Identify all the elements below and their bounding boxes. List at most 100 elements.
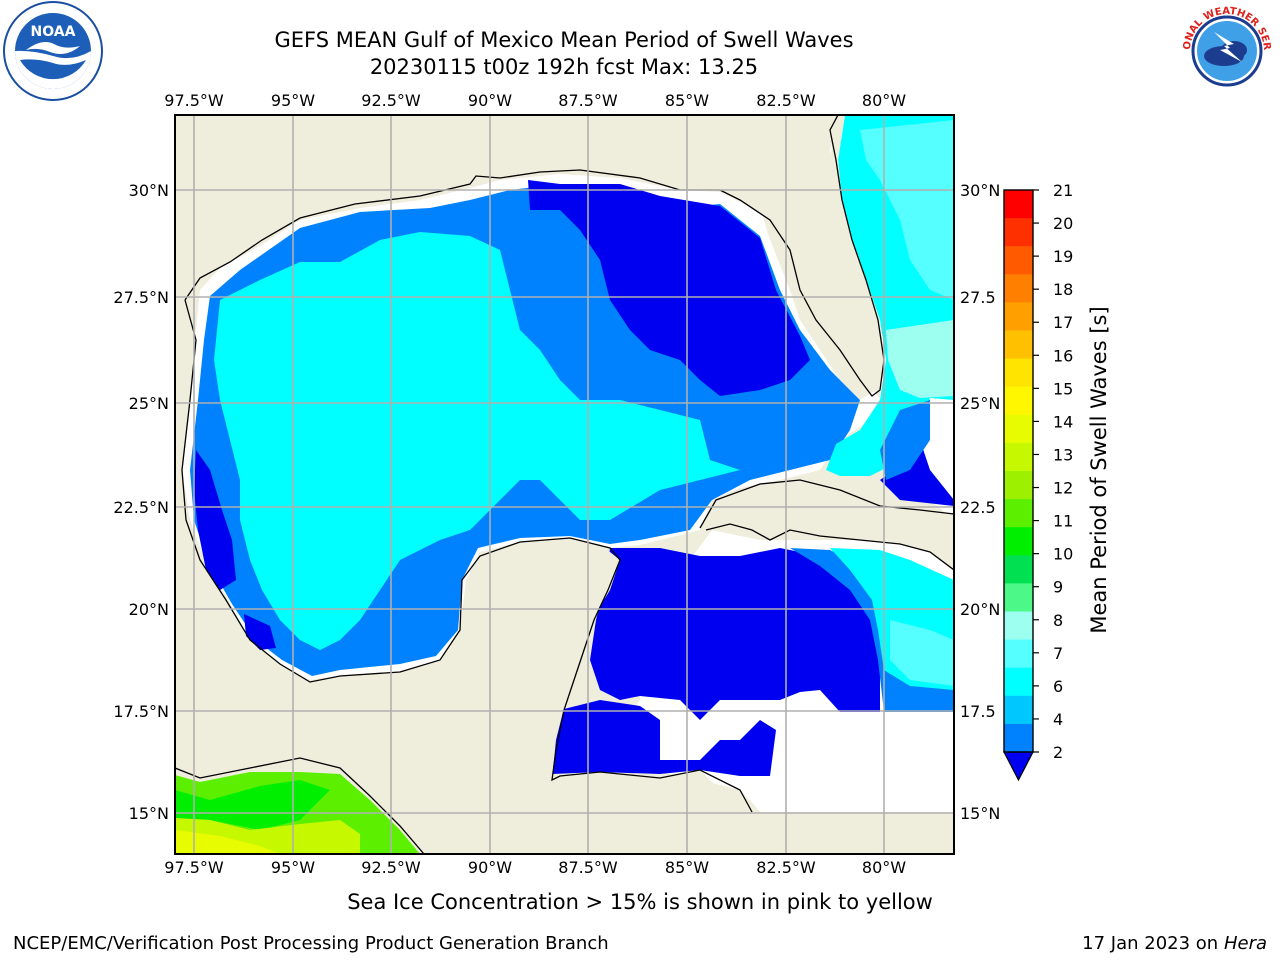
colorbar-tick-label: 8 (1053, 611, 1063, 630)
colorbar-tick-label: 11 (1053, 512, 1073, 531)
colorbar-bin (1004, 302, 1033, 331)
colorbar-bin (1004, 358, 1033, 388)
lon-tick-label-bottom: 97.5°W (164, 858, 224, 877)
colorbar-bin (1004, 442, 1033, 472)
colorbar: 21 20 19 18 17 16 15 14 13 12 11 10 9 8 7 6 4 2 (1003, 181, 1073, 782)
map-frame (174, 114, 955, 855)
swell-period-4-6 (214, 232, 740, 650)
colorbar-tick-label: 12 (1053, 479, 1073, 498)
colorbar-bin (1004, 190, 1033, 219)
lon-tick-label-bottom: 92.5°W (361, 858, 421, 877)
noaa-logo: NOAA (3, 1, 103, 101)
colorbar-tick-label: 19 (1053, 247, 1073, 266)
colorbar-tick-label: 13 (1053, 445, 1073, 464)
swell-period-11-pacific (175, 780, 330, 830)
colorbar-tick-label: 10 (1053, 545, 1073, 564)
lon-tick-label-top: 97.5°W (164, 91, 224, 110)
generation-date-text: 17 Jan 2023 on (1082, 933, 1219, 954)
lon-tick-label-bottom: 87.5°W (558, 858, 618, 877)
colorbar-bin (1004, 611, 1033, 641)
colorbar-tick-label: 17 (1053, 313, 1073, 332)
lat-tick-label-left: 30°N (129, 181, 169, 200)
swell-period-8-9-atlantic (886, 320, 954, 398)
swell-period-under-2-atlantic (880, 440, 954, 506)
colorbar-bin (1004, 583, 1033, 612)
lon-tick-label-top: 90°W (468, 91, 512, 110)
lon-tick-label-bottom: 80°W (862, 858, 906, 877)
colorbar-tick-label: 4 (1053, 710, 1063, 729)
colorbar-bin (1004, 218, 1033, 247)
colorbar-bin (1004, 723, 1033, 753)
lat-tick-label-right: 17.5 (960, 702, 996, 721)
lat-tick-label-left: 22.5°N (113, 498, 169, 517)
colorbar-bin (1004, 527, 1033, 556)
lon-tick-label-bottom: 95°W (271, 858, 315, 877)
machine-name: Hera (1223, 933, 1267, 954)
swell-period-6-8-caribbean (890, 620, 954, 686)
swell-period-under-2-west-gulf (194, 450, 236, 590)
colorbar-tick-label: 16 (1053, 346, 1073, 365)
lat-tick-label-right: 25°N (960, 394, 1000, 413)
colorbar-bin (1004, 246, 1033, 275)
sea-ice-footnote-text: Sea Ice Concentration > 15% is shown in … (347, 890, 933, 914)
swell-period-under-2-caribbean (590, 548, 880, 720)
lat-tick-label-right: 27.5 (960, 288, 996, 307)
colorbar-bin (1004, 471, 1033, 500)
colorbar-bin (1004, 555, 1033, 584)
lon-tick-label-bottom: 90°W (468, 858, 512, 877)
colorbar-tick-label: 9 (1053, 578, 1063, 597)
svg-text:NOAA: NOAA (31, 24, 76, 40)
lat-tick-label-right: 30°N (960, 181, 1000, 200)
colorbar-bin (1004, 639, 1033, 669)
colorbar-tick-label: 7 (1053, 644, 1063, 663)
swell-period-13-14-pacific (175, 830, 280, 854)
florida-peninsula (760, 115, 884, 400)
chart-subtitle: 20230115 t00z 192h fcst Max: 13.25 (369, 55, 759, 79)
yucatan-peninsula (440, 542, 620, 800)
honduras-coast-land (560, 770, 760, 854)
map-area (175, 115, 954, 854)
colorbar-under-extension (1003, 751, 1034, 782)
colorbar-bin (1004, 274, 1033, 303)
nws-logo: NATIONAL WEATHER SERVICE (1176, 0, 1276, 100)
colorbar-bin (1004, 695, 1033, 725)
lon-tick-label-top: 85°W (665, 91, 709, 110)
colorbar-tick-label: 6 (1053, 677, 1063, 696)
colorbar-bin (1004, 414, 1033, 444)
lon-tick-label-top: 87.5°W (558, 91, 618, 110)
lat-tick-label-left: 20°N (129, 600, 169, 619)
lon-tick-label-top: 92.5°W (361, 91, 421, 110)
swell-period-under-2-east-gulf (528, 180, 810, 396)
colorbar-tick-label: 15 (1053, 379, 1073, 398)
lat-tick-label-left: 17.5°N (113, 702, 169, 721)
colorbar-tick-label: 14 (1053, 412, 1073, 431)
generation-date: 17 Jan 2023 on Hera (1082, 933, 1267, 954)
chart-title: GEFS MEAN Gulf of Mexico Mean Period of … (274, 28, 854, 52)
coastlines (175, 115, 954, 854)
lon-tick-label-top: 95°W (271, 91, 315, 110)
lon-tick-label-bottom: 82.5°W (756, 858, 816, 877)
swell-period-2-4-atlantic (880, 400, 930, 480)
producer-credit: NCEP/EMC/Verification Post Processing Pr… (13, 933, 609, 954)
lat-tick-label-left: 27.5°N (113, 288, 169, 307)
colorbar-tick-label: 2 (1053, 743, 1063, 762)
graticule (175, 115, 954, 854)
sea-ice-footnote: Sea Ice Concentration > 15% is shown in … (0, 890, 1280, 914)
lat-tick-label-right: 22.5 (960, 498, 996, 517)
colorbar-tick-label: 21 (1053, 181, 1073, 200)
colorbar-tick-label: 20 (1053, 214, 1073, 233)
colorbar-tick-label: 18 (1053, 280, 1073, 299)
colorbar-frame (1003, 189, 1034, 753)
colorbar-bin (1004, 499, 1033, 528)
colorbar-bin (1004, 386, 1033, 416)
lon-tick-label-top: 82.5°W (756, 91, 816, 110)
swell-period-under-2-south-caribbean (552, 700, 776, 776)
lon-tick-label-bottom: 85°W (665, 858, 709, 877)
cuba (700, 480, 954, 570)
lat-tick-label-left: 25°N (129, 394, 169, 413)
lon-tick-label-top: 80°W (862, 91, 906, 110)
colorbar-label: Mean Period of Swell Waves [s] (1087, 306, 1111, 633)
lat-tick-label-left: 15°N (129, 804, 169, 823)
lat-tick-label-right: 20°N (960, 600, 1000, 619)
